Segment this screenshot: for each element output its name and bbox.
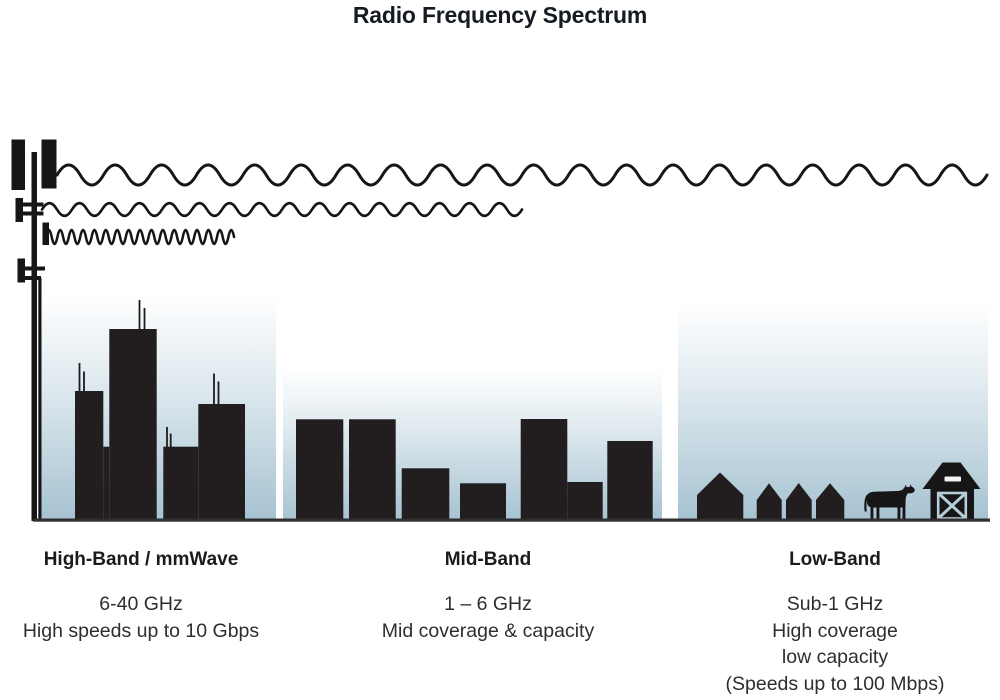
- tower-mid-antenna: [15, 198, 23, 222]
- building: [296, 419, 344, 521]
- building: [75, 391, 104, 521]
- tower-top-antenna-left: [11, 139, 25, 190]
- tower-mast: [31, 152, 37, 521]
- high-band-frequency: 6-40 GHz: [99, 593, 183, 615]
- house: [816, 483, 845, 520]
- building: [607, 441, 653, 521]
- rural-scene: [697, 462, 981, 521]
- tower-mast-thin: [38, 278, 42, 521]
- tower-top-antenna-right: [41, 139, 57, 189]
- building: [109, 329, 157, 521]
- short-wave-icon: [44, 228, 236, 246]
- houses-icon: [697, 472, 845, 520]
- long-wave-icon: [55, 163, 989, 187]
- spectrum-illustration: [11, 139, 990, 522]
- tower-low-arm-2: [19, 276, 41, 280]
- building: [520, 419, 568, 521]
- ground-line: [33, 518, 990, 522]
- high-band-label: High-Band / mmWave 6-40 GHz High speeds …: [20, 549, 262, 644]
- tower-low-arm-1: [19, 266, 45, 271]
- house: [697, 472, 744, 520]
- cow-legs: [870, 506, 906, 519]
- cow-tail: [864, 494, 869, 512]
- house: [786, 483, 812, 520]
- low-band-description-2: low capacity: [781, 646, 889, 668]
- building: [198, 404, 245, 521]
- mid-band-label: Mid-Band 1 – 6 GHz Mid coverage & capaci…: [366, 549, 610, 644]
- low-band-description-3: (Speeds up to 100 Mbps): [725, 672, 945, 695]
- barn-roof: [922, 462, 981, 489]
- city-buildings-icon: [75, 300, 245, 521]
- building: [401, 468, 450, 521]
- barn-loft-vent: [944, 476, 961, 482]
- tower-mid-arm-1: [17, 202, 44, 207]
- high-band-description: High speeds up to 10 Gbps: [22, 619, 260, 642]
- low-band-label: Low-Band Sub-1 GHz High coverage low cap…: [713, 549, 957, 697]
- high-band-heading: High-Band / mmWave: [43, 549, 239, 570]
- building: [460, 483, 506, 521]
- mid-buildings-icon: [296, 419, 653, 521]
- building: [567, 482, 603, 521]
- low-band-heading: Low-Band: [789, 549, 881, 570]
- mid-band-description: Mid coverage & capacity: [381, 619, 595, 642]
- house: [756, 483, 782, 520]
- building: [103, 446, 110, 521]
- mid-band-frequency: 1 – 6 GHz: [444, 593, 532, 615]
- cell-tower-icon: [11, 139, 57, 521]
- building: [163, 446, 199, 521]
- medium-wave-icon: [40, 201, 524, 218]
- cow-icon: [864, 484, 915, 519]
- mid-band-heading: Mid-Band: [444, 549, 532, 570]
- low-band-description-1: High coverage: [772, 619, 898, 642]
- tower-mid-arm-2: [17, 211, 44, 216]
- building: [349, 419, 396, 521]
- rooftop-antennas: [78, 300, 220, 448]
- low-band-frequency: Sub-1 GHz: [786, 593, 884, 615]
- page-title: Radio Frequency Spectrum: [352, 2, 648, 28]
